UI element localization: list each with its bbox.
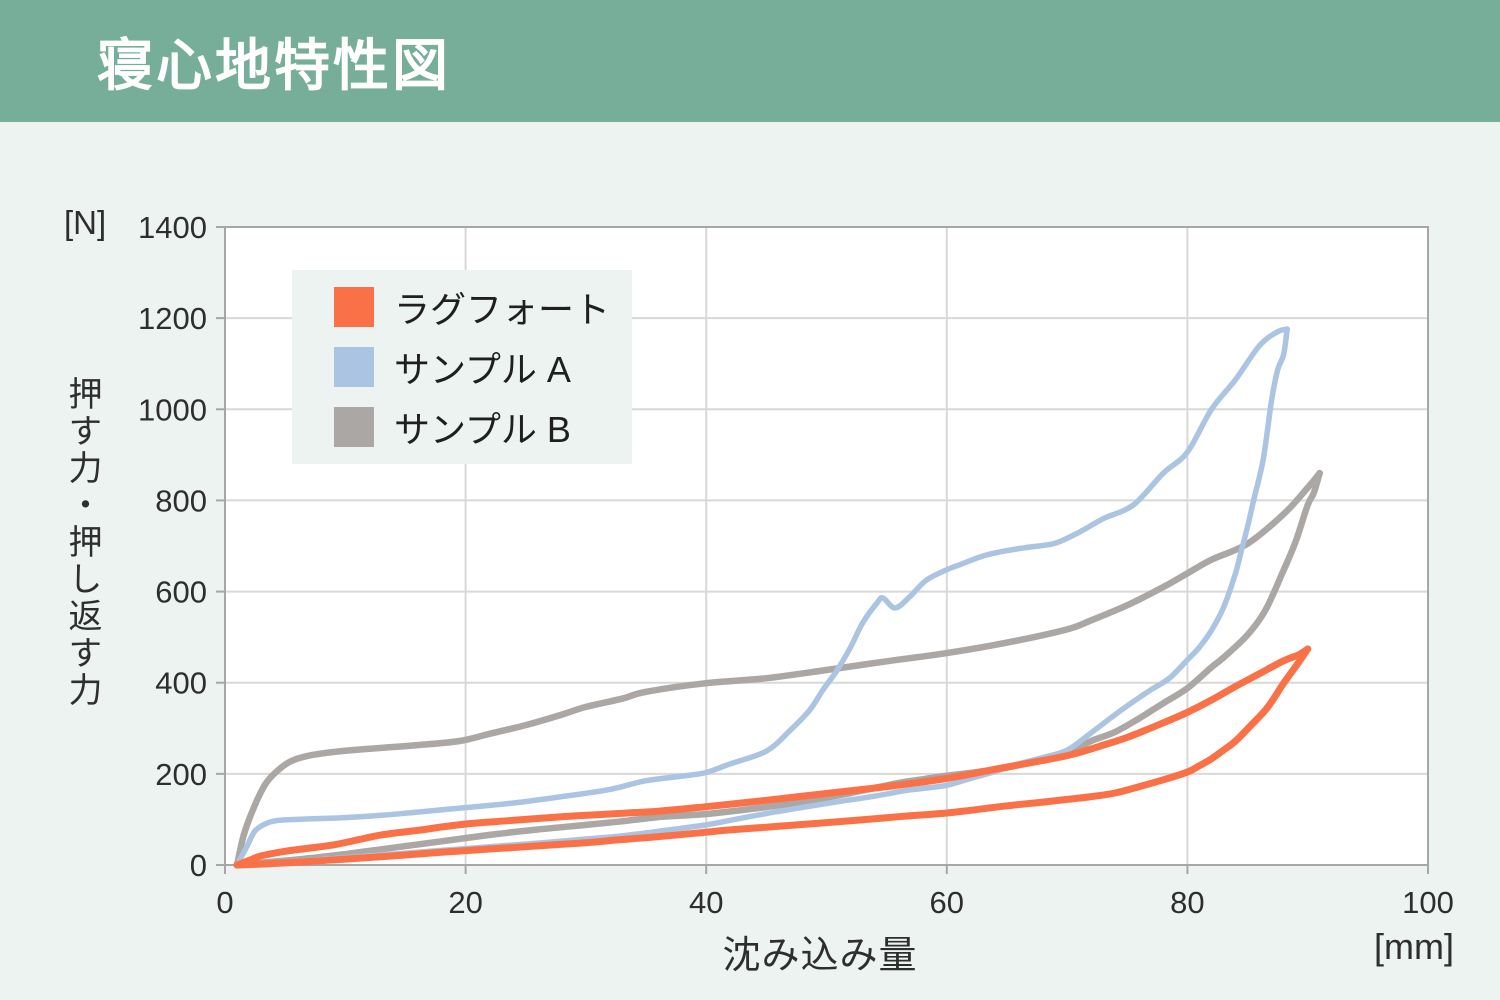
x-tick-label: 60 (930, 885, 964, 920)
y-tick-label: 400 (155, 666, 207, 701)
page-title: 寝心地特性図 (97, 33, 451, 97)
series-0-unloading-curve (233, 645, 1312, 869)
y-tick-label: 1200 (138, 301, 207, 336)
y-axis-title: 押す力・押し返す力 (63, 376, 101, 709)
legend-label: サンプル A (394, 349, 571, 390)
y-tick-label: 800 (155, 483, 207, 518)
x-tick-label: 20 (448, 885, 482, 920)
legend-item: ラグフォート (334, 287, 632, 330)
y-tick-label: 0 (190, 848, 207, 883)
legend-item: サンプル B (334, 407, 632, 450)
legend-label: サンプル B (394, 409, 571, 450)
legend-label: ラグフォート (394, 289, 611, 330)
legend-swatch-square-icon (334, 407, 374, 447)
x-tick-label: 100 (1402, 885, 1454, 920)
y-axis-unit: [N] (64, 204, 107, 241)
y-tick-label: 200 (155, 757, 207, 792)
header-bar: 寝心地特性図 (0, 0, 1500, 122)
plot-border (224, 226, 1429, 866)
x-tick-label: 40 (689, 885, 723, 920)
legend-swatch-square-icon (334, 287, 374, 327)
series-0-loading-curve (233, 645, 1312, 869)
y-tick-label: 1000 (138, 392, 207, 427)
y-tick-label: 600 (155, 575, 207, 610)
legend: ラグフォート サンプル A サンプル B (292, 270, 632, 464)
x-tick-label: 80 (1170, 885, 1204, 920)
legend-item: サンプル A (334, 347, 632, 390)
series-1-loading-curve (234, 326, 1290, 868)
x-tick-label: 0 (216, 885, 233, 920)
legend-swatch-square-icon (334, 347, 374, 387)
y-tick-label: 1400 (138, 210, 207, 245)
series-2-loading-curve (233, 469, 1323, 869)
x-axis-unit: [mm] (1374, 926, 1454, 967)
x-axis-title: 沈み込み量 (722, 935, 918, 977)
